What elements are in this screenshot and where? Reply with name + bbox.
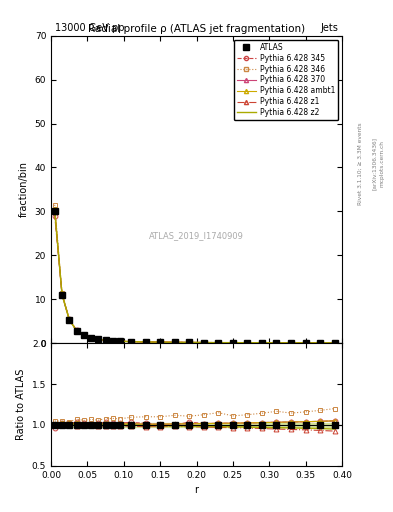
Text: ATLAS_2019_I1740909: ATLAS_2019_I1740909 xyxy=(149,231,244,240)
X-axis label: r: r xyxy=(195,485,198,495)
Y-axis label: fraction/bin: fraction/bin xyxy=(19,161,29,218)
Text: Jets: Jets xyxy=(320,23,338,33)
Text: 13000 GeV pp: 13000 GeV pp xyxy=(55,23,125,33)
Title: Radial profile ρ (ATLAS jet fragmentation): Radial profile ρ (ATLAS jet fragmentatio… xyxy=(88,24,305,34)
Text: Rivet 3.1.10; ≥ 3.3M events: Rivet 3.1.10; ≥ 3.3M events xyxy=(358,122,363,205)
Legend: ATLAS, Pythia 6.428 345, Pythia 6.428 346, Pythia 6.428 370, Pythia 6.428 ambt1,: ATLAS, Pythia 6.428 345, Pythia 6.428 34… xyxy=(234,39,338,120)
Text: [arXiv:1306.3436]: [arXiv:1306.3436] xyxy=(371,137,376,190)
Text: mcplots.cern.ch: mcplots.cern.ch xyxy=(379,140,384,187)
Y-axis label: Ratio to ATLAS: Ratio to ATLAS xyxy=(16,369,26,440)
